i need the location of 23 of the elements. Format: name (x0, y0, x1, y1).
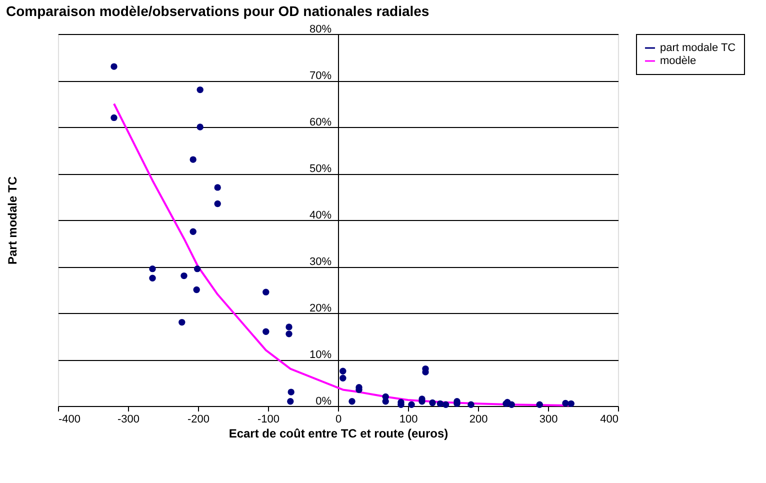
y-tick-label: 80% (309, 24, 332, 36)
y-tick-label: 60% (309, 116, 332, 128)
x-tick-label: -200 (187, 414, 210, 426)
y-axis-title: Part modale TC (5, 176, 20, 265)
y-tick-label: 70% (309, 70, 332, 82)
x-tick-label: 0 (335, 414, 342, 426)
x-tick-label: 300 (539, 414, 558, 426)
y-tick-label: 50% (309, 163, 332, 175)
x-tick-label: 400 (600, 414, 618, 426)
chart-title: Comparaison modèle/observations pour OD nationales radiales (6, 3, 430, 19)
x-axis-title: Ecart de coût entre TC et route (euros) (228, 426, 448, 440)
x-tick-label: -400 (58, 414, 81, 426)
x-tick-label: 200 (469, 414, 488, 426)
x-tick-label: 100 (399, 414, 418, 426)
y-tick-label: 40% (309, 210, 332, 222)
y-tick-label: 10% (309, 349, 332, 361)
x-tick-label: -300 (117, 414, 140, 426)
legend-label: modèle (660, 55, 696, 67)
legend-label: part modale TC (660, 42, 736, 54)
y-tick-label: 30% (309, 256, 332, 268)
y-tick-label: 0% (316, 396, 332, 408)
y-tick-label: 20% (309, 302, 332, 314)
x-tick-label: -100 (257, 414, 280, 426)
